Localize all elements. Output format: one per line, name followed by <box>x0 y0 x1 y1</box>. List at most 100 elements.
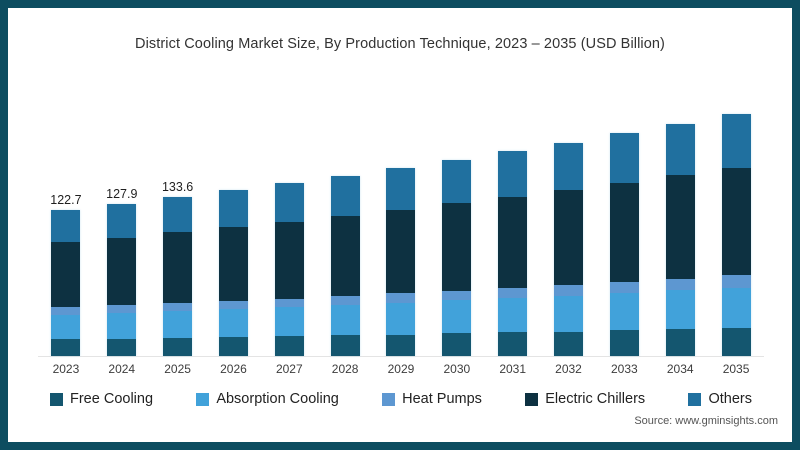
bar-column-2029 <box>373 84 429 356</box>
bar-segment-others-2030 <box>442 159 472 204</box>
bar-segment-absorption-cooling-2032 <box>554 295 584 332</box>
bar-segment-heat-pumps-2027 <box>274 298 304 308</box>
x-axis-label-2029: 2029 <box>387 362 415 376</box>
bar-segment-others-2029 <box>386 167 416 210</box>
x-axis-label-2028: 2028 <box>331 362 359 376</box>
chart-body: 122.7 127.9 133.6 2023 2024 2025 2026 2027 2028… <box>38 84 764 376</box>
legend-label: Free Cooling <box>70 391 154 407</box>
bar-segment-free-cooling-2033 <box>609 330 639 356</box>
bar-segment-others-2031 <box>498 151 528 197</box>
bar-stack-2031 <box>498 151 528 356</box>
bar-segment-others-2034 <box>665 123 695 176</box>
bar-stack-2035 <box>721 113 751 356</box>
legend-swatch-icon <box>525 392 539 406</box>
bar-segment-absorption-cooling-2025 <box>163 311 193 338</box>
bar-segment-others-2033 <box>609 133 639 183</box>
bar-column-2026 <box>206 84 262 356</box>
legend-swatch-icon <box>196 392 210 406</box>
bar-stack-2028 <box>330 175 360 356</box>
plot-area: 122.7 127.9 133.6 <box>38 84 764 357</box>
legend-item-electric-chillers: Electric Chillers <box>525 391 645 407</box>
x-axis-label-2026: 2026 <box>220 362 247 376</box>
bar-segment-free-cooling-2034 <box>665 329 695 356</box>
bar-segment-heat-pumps-2025 <box>163 303 193 312</box>
bar-segment-free-cooling-2027 <box>274 336 304 356</box>
bar-segment-absorption-cooling-2030 <box>442 300 472 334</box>
bar-segment-heat-pumps-2029 <box>386 293 416 303</box>
legend-item-heat-pumps: Heat Pumps <box>382 391 482 407</box>
x-axis: 2023 2024 2025 2026 2027 2028 2029 2030 2031 2032… <box>38 362 764 376</box>
chart-title: District Cooling Market Size, By Product… <box>135 36 665 52</box>
bar-segment-free-cooling-2032 <box>554 331 584 356</box>
bar-segment-electric-chillers-2025 <box>163 232 193 304</box>
bar-segment-heat-pumps-2031 <box>498 287 528 299</box>
bar-segment-others-2027 <box>274 183 304 222</box>
bar-column-2025: 133.6 <box>150 84 206 356</box>
bar-segment-heat-pumps-2033 <box>609 281 639 294</box>
legend-label: Others <box>708 391 752 407</box>
bar-segment-others-2032 <box>554 142 584 191</box>
bar-segment-free-cooling-2028 <box>330 335 360 356</box>
bar-segment-absorption-cooling-2033 <box>609 293 639 331</box>
x-axis-label-2025: 2025 <box>164 362 191 376</box>
bar-column-2030 <box>429 84 485 356</box>
bar-segment-electric-chillers-2033 <box>609 182 639 282</box>
bar-segment-electric-chillers-2034 <box>665 175 695 279</box>
bar-segment-heat-pumps-2035 <box>721 275 751 288</box>
bar-segment-heat-pumps-2028 <box>330 296 360 306</box>
bar-stack-2027 <box>274 183 304 356</box>
bar-segment-free-cooling-2025 <box>163 337 193 356</box>
bar-stack-2033 <box>609 133 639 356</box>
bar-stack-2030 <box>442 159 472 356</box>
legend-item-others: Others <box>688 391 752 407</box>
bar-segment-absorption-cooling-2024 <box>107 312 137 339</box>
bar-segment-electric-chillers-2029 <box>386 209 416 294</box>
bar-segment-electric-chillers-2026 <box>218 227 248 301</box>
bar-column-2033 <box>596 84 652 356</box>
bar-segment-others-2025 <box>163 197 193 233</box>
x-axis-label-2031: 2031 <box>499 362 527 376</box>
bar-stack-2024 <box>107 203 137 356</box>
bar-segment-free-cooling-2030 <box>442 333 472 356</box>
bar-stack-2026 <box>218 190 248 356</box>
x-axis-label-2033: 2033 <box>611 362 638 376</box>
bar-segment-free-cooling-2031 <box>498 332 528 356</box>
legend-label: Absorption Cooling <box>216 391 339 407</box>
legend-item-free-cooling: Free Cooling <box>50 391 153 407</box>
x-axis-label-2023: 2023 <box>52 362 80 376</box>
bar-segment-others-2035 <box>721 113 751 168</box>
bar-column-2035 <box>708 84 764 356</box>
bar-segment-free-cooling-2026 <box>218 337 248 356</box>
bar-segment-others-2028 <box>330 175 360 216</box>
bar-segment-absorption-cooling-2023 <box>51 314 81 340</box>
bar-stack-2025 <box>163 197 193 356</box>
bar-segment-electric-chillers-2024 <box>107 237 137 306</box>
bar-stack-2023 <box>51 209 81 356</box>
bar-segment-others-2024 <box>107 203 137 238</box>
bar-column-2023: 122.7 <box>38 84 94 356</box>
bar-column-2032 <box>541 84 597 356</box>
bar-segment-electric-chillers-2027 <box>274 221 304 299</box>
bar-segment-absorption-cooling-2028 <box>330 305 360 336</box>
bar-segment-others-2026 <box>218 190 248 228</box>
bar-segment-electric-chillers-2032 <box>554 190 584 286</box>
bar-segment-electric-chillers-2031 <box>498 196 528 288</box>
bar-value-label-2023: 122.7 <box>50 192 82 207</box>
bar-column-2034 <box>652 84 708 356</box>
bar-segment-free-cooling-2023 <box>51 339 81 356</box>
bar-stack-2032 <box>554 142 584 356</box>
legend-swatch-icon <box>382 392 396 406</box>
bar-column-2027 <box>261 84 317 356</box>
bar-value-label-2024: 127.9 <box>106 186 138 201</box>
bar-segment-electric-chillers-2028 <box>330 215 360 297</box>
legend-item-absorption-cooling: Absorption Cooling <box>196 391 339 407</box>
bar-stack-2029 <box>386 167 416 356</box>
bar-segment-heat-pumps-2024 <box>107 305 137 313</box>
legend-label: Electric Chillers <box>545 391 646 407</box>
legend: Free Cooling Absorption Cooling Heat Pumps… <box>50 391 752 407</box>
bar-segment-absorption-cooling-2031 <box>498 298 528 333</box>
bar-segment-heat-pumps-2023 <box>51 307 81 315</box>
bar-segment-others-2023 <box>51 209 81 243</box>
bar-segment-free-cooling-2035 <box>721 328 751 356</box>
bar-segment-heat-pumps-2026 <box>218 300 248 310</box>
